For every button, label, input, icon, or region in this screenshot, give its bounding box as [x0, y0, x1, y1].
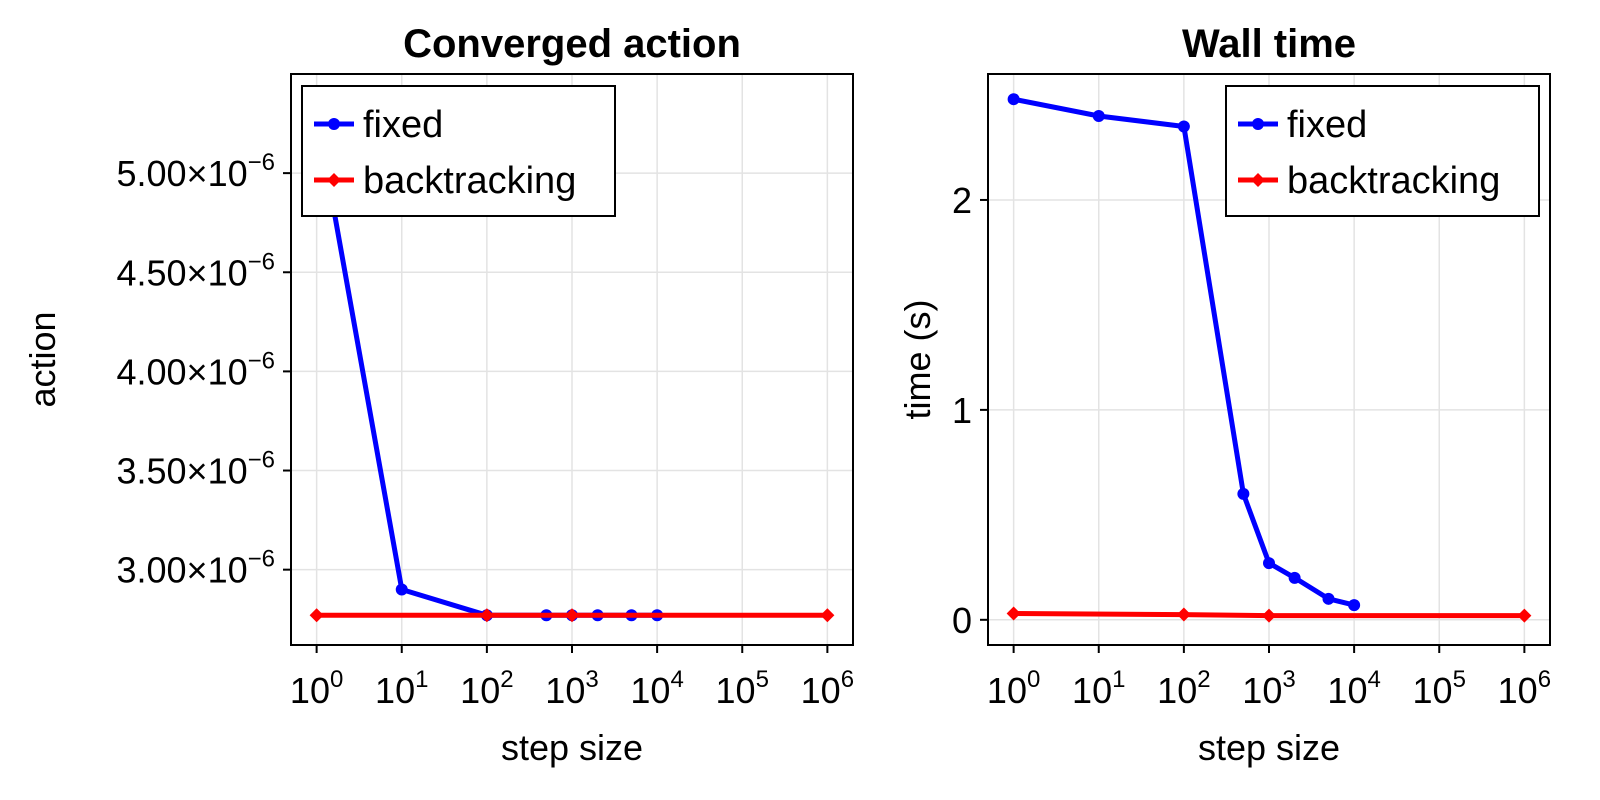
- y-tick-label: 3.00×10−6: [116, 546, 275, 591]
- x-tick-label: 103: [545, 666, 598, 711]
- y-tick-label: 4.00×10−6: [116, 347, 275, 392]
- data-point-backtracking: [309, 608, 324, 623]
- legend: fixed backtracking: [1225, 85, 1540, 217]
- x-tick-label: 106: [1498, 666, 1551, 711]
- data-point-fixed: [1263, 557, 1275, 570]
- data-point-backtracking: [820, 608, 835, 623]
- data-point-backtracking: [1006, 606, 1021, 621]
- data-point-fixed: [1007, 93, 1020, 106]
- x-axis-label: step size: [1198, 727, 1340, 768]
- data-point-fixed: [1322, 592, 1335, 605]
- y-tick-label: 2: [952, 180, 972, 221]
- x-axis-label: step size: [501, 727, 643, 768]
- series-line-fixed: [1013, 96, 1355, 608]
- data-point-fixed: [1092, 109, 1105, 122]
- x-tick-label: 104: [630, 666, 683, 711]
- data-point-fixed: [1177, 120, 1190, 133]
- x-tick-label: 105: [1413, 666, 1466, 711]
- x-tick-label: 104: [1327, 666, 1380, 711]
- legend-label-backtracking: backtracking: [363, 160, 576, 202]
- y-tick-label: 1: [952, 390, 972, 431]
- data-point-backtracking: [1262, 608, 1276, 623]
- x-tick-label: 100: [987, 666, 1040, 711]
- legend-label-fixed: fixed: [363, 104, 443, 146]
- legend-marker-backtracking: [327, 173, 341, 187]
- series-line-backtracking: [1013, 611, 1525, 619]
- legend-label-backtracking: backtracking: [1287, 160, 1500, 202]
- x-tick-label: 102: [1157, 666, 1210, 711]
- data-point-fixed: [1348, 599, 1361, 612]
- y-axis-label: time (s): [897, 300, 938, 420]
- legend-marker-fixed: [328, 118, 340, 130]
- chart-panel-0: 100 101 102 103 104 105 106 3.00×10−6 3.50×10−6 4…: [22, 22, 854, 768]
- y-tick-label: 3.50×10−6: [116, 447, 275, 492]
- y-tick-label: 5.00×10−6: [116, 149, 275, 194]
- data-point-fixed: [395, 583, 408, 596]
- x-tick-label: 105: [716, 666, 769, 711]
- legend-marker-backtracking: [1251, 173, 1265, 187]
- data-point-fixed: [1237, 487, 1250, 500]
- x-tick-label: 106: [801, 666, 854, 711]
- data-point-backtracking: [1517, 608, 1532, 623]
- legend-box: [1225, 85, 1540, 217]
- x-tick-label: 100: [290, 666, 343, 711]
- x-tick-label: 102: [460, 666, 513, 711]
- data-point-backtracking: [479, 608, 494, 623]
- x-tick-label: 103: [1242, 666, 1295, 711]
- data-point-fixed: [1288, 571, 1301, 584]
- chart-title: Converged action: [403, 22, 741, 66]
- x-tick-label: 101: [1072, 666, 1125, 711]
- chart-title: Wall time: [1182, 22, 1356, 66]
- data-point-backtracking: [1176, 607, 1191, 622]
- y-tick-label: 0: [952, 600, 972, 641]
- legend-box: [301, 85, 616, 217]
- legend: fixed backtracking: [301, 85, 616, 217]
- y-axis-label: action: [22, 311, 63, 407]
- data-point-backtracking: [565, 608, 579, 623]
- x-tick-label: 101: [375, 666, 428, 711]
- legend-marker-fixed: [1252, 118, 1264, 130]
- legend-label-fixed: fixed: [1287, 104, 1367, 146]
- y-tick-label: 4.50×10−6: [116, 248, 275, 293]
- chart-panel-1: 100 101 102 103 104 105 106 0 1 2 Wall time step si…: [897, 22, 1551, 768]
